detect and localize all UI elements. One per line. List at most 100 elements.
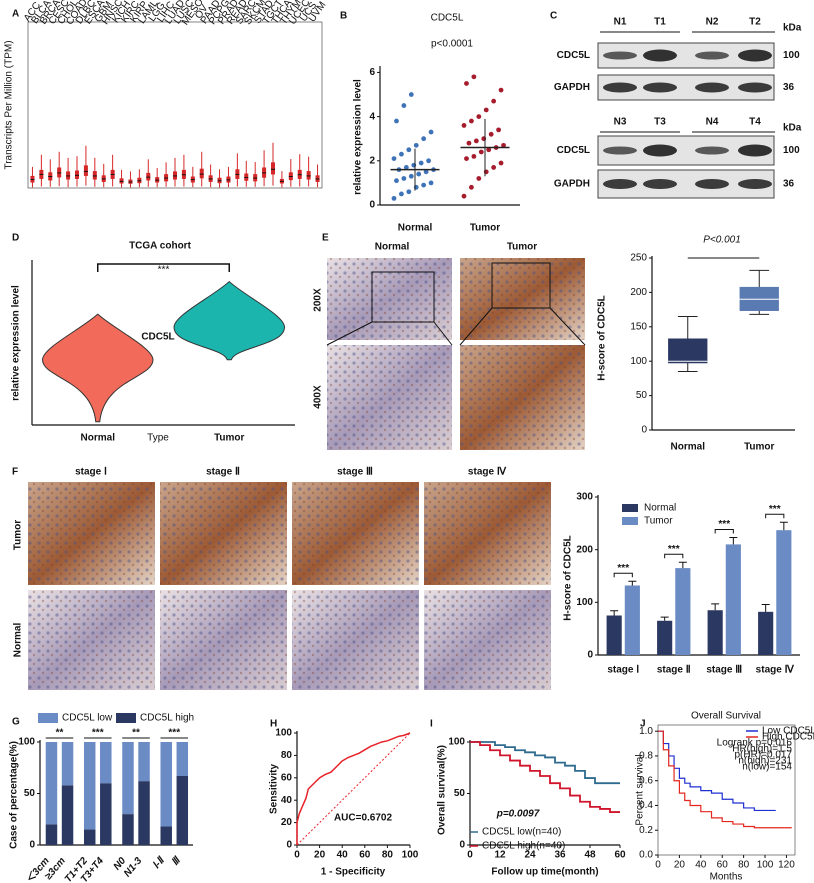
survival-curve (658, 730, 792, 829)
ihc-texture (424, 482, 551, 585)
legend-label: High CDC5L TPM (762, 732, 814, 743)
blot-row-label: CDC5L (557, 145, 590, 156)
y-tick-label: 0 (286, 840, 292, 851)
lane-label: N1 (614, 17, 627, 28)
data-point (428, 180, 434, 186)
bar (657, 620, 673, 655)
x-tick-label: 24 (524, 850, 536, 861)
panel-letter: I (430, 719, 433, 730)
data-point (491, 98, 497, 104)
ihc-texture (292, 590, 419, 690)
lane-label: T1 (654, 17, 666, 28)
y-tick-label: 20 (281, 817, 293, 828)
data-point (469, 118, 474, 124)
blot-band (695, 82, 729, 93)
ihc-column-label: stage Ⅳ (468, 467, 507, 478)
y-tick-label: 150 (630, 321, 647, 332)
roc-curve (296, 732, 411, 845)
bar (776, 530, 792, 655)
category-label: stage Ⅲ (706, 665, 742, 676)
data-point (399, 151, 404, 157)
x-tick-label: 20 (314, 850, 326, 861)
bar (725, 544, 741, 655)
bar (675, 568, 691, 655)
x-tick-label: 0 (467, 850, 473, 861)
y-axis-label: H-score of CDC5L (563, 535, 574, 621)
data-point (394, 178, 399, 184)
data-point (476, 114, 482, 120)
box (92, 171, 97, 180)
legend-label: CDC5L low (62, 713, 113, 724)
panel-letter: A (12, 9, 19, 20)
panel-letter: G (12, 717, 20, 728)
category-label: stage Ⅱ (657, 665, 691, 676)
category-label: stage Ⅰ (607, 665, 639, 676)
category-label: Normal (398, 223, 433, 234)
x-tick-label: 20 (674, 860, 686, 871)
blot-band (738, 49, 772, 62)
x-axis-label: Follow up time(month) (491, 867, 598, 878)
y-tick-label: 200 (576, 544, 593, 555)
bar-segment (176, 742, 189, 776)
legend-label: CDC5L high (140, 713, 194, 724)
lane-label: N2 (706, 17, 719, 28)
kda-size: 100 (783, 50, 800, 61)
panel-letter: E (322, 233, 329, 244)
significance: ** (132, 728, 140, 739)
bar (606, 615, 622, 655)
data-point (421, 136, 427, 142)
y-tick-label: 0 (29, 840, 35, 851)
y-tick-label: 0.4 (639, 800, 653, 811)
bar-segment (45, 824, 58, 845)
blot-row-label: GAPDH (554, 82, 590, 93)
significance-bracket (97, 263, 230, 272)
data-point (394, 118, 399, 124)
data-point (428, 129, 434, 135)
chart-title: CDC5L (431, 13, 464, 24)
data-point (471, 74, 477, 80)
bar-segment (122, 814, 134, 845)
y-tick-label: 100 (18, 737, 35, 748)
legend-label: CDC5L low(n=40) (482, 827, 561, 838)
blot-row-label: GAPDH (554, 179, 590, 190)
ihc-texture (160, 590, 287, 690)
data-point (391, 195, 397, 201)
blot-band (603, 51, 637, 60)
blot-band (695, 51, 729, 60)
data-point (408, 92, 414, 97)
bar-segment (83, 829, 96, 845)
ihc-texture (327, 258, 452, 340)
significance: *** (168, 728, 180, 739)
category-label: Tumor (214, 433, 244, 444)
ihc-row-label: Tumor (13, 520, 24, 550)
data-point (423, 169, 429, 175)
blot-band (738, 82, 772, 93)
blot-band (603, 146, 637, 155)
legend-label: CDC5L high(n=40) (482, 841, 565, 852)
y-tick-label: 2 (369, 155, 375, 166)
box (74, 170, 80, 179)
x-tick-label: 12 (494, 850, 506, 861)
data-point (488, 131, 494, 137)
significance-bracket (714, 529, 734, 534)
panel-letter: D (12, 233, 19, 244)
y-tick-label: 100 (630, 356, 647, 367)
panel-letter: B (340, 11, 347, 22)
kda-size: 36 (783, 179, 795, 190)
x-tick-label: 0 (655, 860, 661, 871)
error-bar (660, 616, 669, 621)
data-point (501, 142, 506, 148)
blot-band (695, 179, 729, 189)
y-tick-label: 200 (630, 287, 647, 298)
bar-segment (61, 785, 74, 845)
data-point (466, 140, 472, 146)
data-point (486, 147, 492, 153)
x-tick-label: 100 (402, 850, 419, 861)
legend-label: Tumor (644, 516, 673, 527)
significance: *** (668, 544, 680, 555)
kda-size: 36 (783, 82, 795, 93)
bar-segment (160, 826, 172, 845)
significance: *** (769, 504, 781, 515)
x-tick-label: 36 (554, 850, 566, 861)
error-bar (779, 521, 788, 531)
